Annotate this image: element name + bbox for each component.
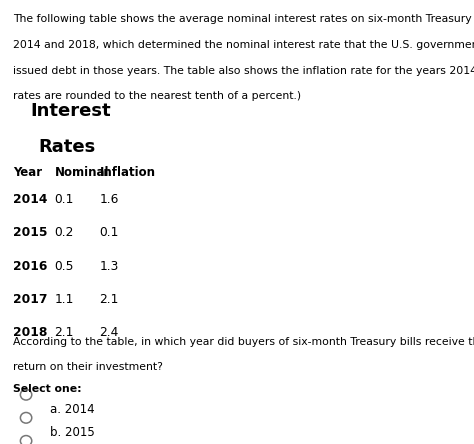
Text: return on their investment?: return on their investment? (13, 362, 163, 372)
Text: 0.2: 0.2 (55, 226, 74, 239)
Text: Rates: Rates (38, 138, 95, 156)
Text: b. 2015: b. 2015 (50, 426, 94, 439)
Text: Year: Year (13, 166, 42, 179)
Text: 2014 and 2018, which determined the nominal interest rate that the U.S. governme: 2014 and 2018, which determined the nomi… (13, 40, 474, 50)
Text: 0.1: 0.1 (55, 193, 74, 206)
Text: 2018: 2018 (13, 326, 47, 339)
Text: rates are rounded to the nearest tenth of a percent.): rates are rounded to the nearest tenth o… (13, 91, 301, 102)
Text: 0.5: 0.5 (55, 260, 74, 273)
Text: 2015: 2015 (13, 226, 47, 239)
Text: According to the table, in which year did buyers of six-month Treasury bills rec: According to the table, in which year di… (13, 337, 474, 348)
Text: Nominal: Nominal (55, 166, 109, 179)
Text: 2014: 2014 (13, 193, 47, 206)
Text: 2017: 2017 (13, 293, 47, 306)
Text: 2016: 2016 (13, 260, 47, 273)
Text: a. 2014: a. 2014 (50, 403, 94, 416)
Text: 2.1: 2.1 (100, 293, 119, 306)
Text: 1.3: 1.3 (100, 260, 119, 273)
Text: issued debt in those years. The table also shows the inflation rate for the year: issued debt in those years. The table al… (13, 66, 474, 76)
Text: Select one:: Select one: (13, 384, 82, 394)
Text: 2.1: 2.1 (55, 326, 74, 339)
Text: Inflation: Inflation (100, 166, 155, 179)
Text: 1.6: 1.6 (100, 193, 119, 206)
Text: 1.1: 1.1 (55, 293, 74, 306)
Text: 0.1: 0.1 (100, 226, 119, 239)
Text: Interest: Interest (31, 102, 111, 120)
Text: 2.4: 2.4 (100, 326, 119, 339)
Text: The following table shows the average nominal interest rates on six-month Treasu: The following table shows the average no… (13, 14, 474, 24)
